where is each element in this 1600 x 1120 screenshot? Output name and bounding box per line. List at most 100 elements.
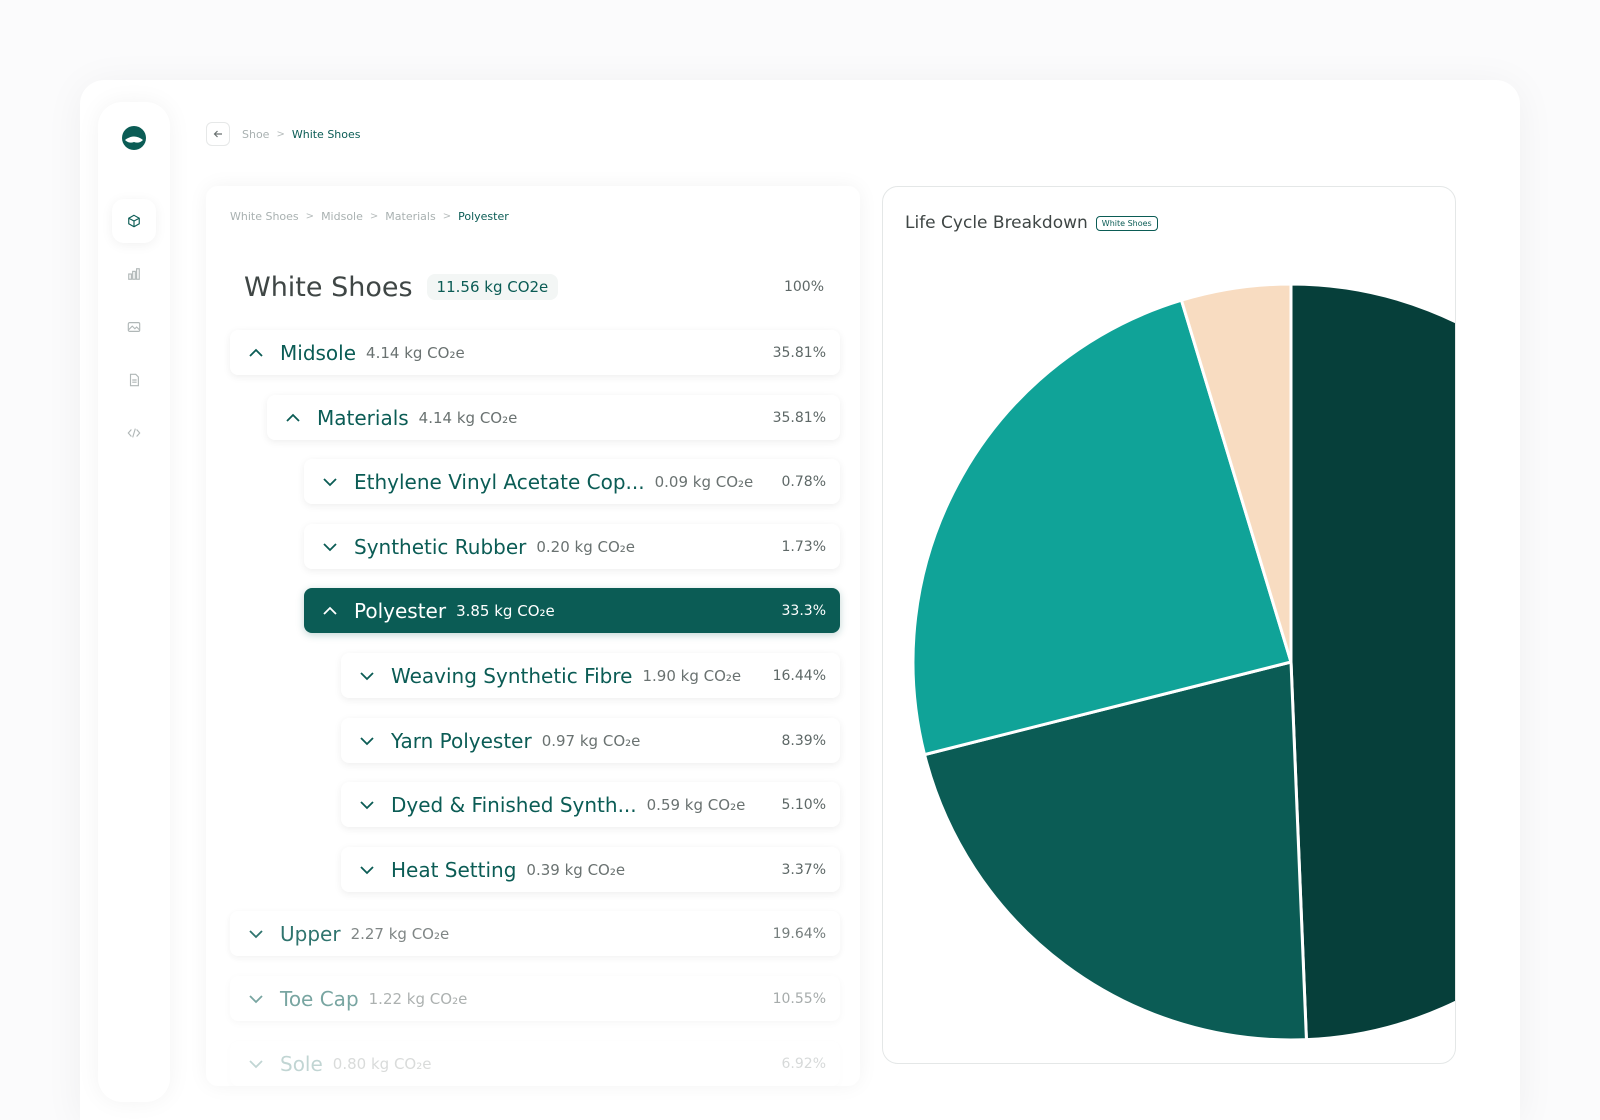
tree-breadcrumb-item[interactable]: Midsole bbox=[321, 210, 363, 223]
breadcrumb-separator: > bbox=[305, 211, 315, 222]
image-icon bbox=[127, 322, 141, 332]
cube-icon bbox=[128, 214, 140, 228]
row-label: Yarn Polyester bbox=[391, 728, 532, 753]
chevron-down-icon[interactable] bbox=[357, 860, 377, 880]
row-percentage: 3.37% bbox=[781, 861, 826, 878]
row-percentage: 6.92% bbox=[781, 1055, 826, 1072]
chevron-down-icon[interactable] bbox=[357, 731, 377, 751]
breadcrumb-item[interactable]: Shoe bbox=[242, 127, 270, 141]
row-emissions: 0.20 kg CO₂e bbox=[536, 537, 636, 556]
row-label: Toe Cap bbox=[280, 986, 359, 1011]
tree-row-midsole[interactable]: Midsole 4.14 kg CO₂e 35.81% bbox=[230, 330, 840, 375]
row-label: Dyed & Finished Synth... bbox=[391, 792, 637, 817]
tree-row-materials[interactable]: Materials 4.14 kg CO₂e 35.81% bbox=[267, 395, 840, 440]
nav-reports[interactable] bbox=[112, 358, 156, 402]
tree-breadcrumb-item[interactable]: White Shoes bbox=[230, 210, 299, 223]
tree-row-upper[interactable]: Upper 2.27 kg CO₂e 19.64% bbox=[230, 911, 840, 956]
row-emissions: 0.97 kg CO₂e bbox=[541, 731, 641, 750]
row-emissions: 0.09 kg CO₂e bbox=[654, 472, 754, 491]
tree-row-yarn-polyester[interactable]: Yarn Polyester 0.97 kg CO₂e 8.39% bbox=[341, 718, 840, 763]
row-label: Weaving Synthetic Fibre bbox=[391, 663, 633, 688]
row-label: Sole bbox=[280, 1051, 323, 1076]
row-percentage: 5.10% bbox=[781, 796, 826, 813]
tree-row-ethylene-vinyl-acetate-cop[interactable]: Ethylene Vinyl Acetate Cop... 0.09 kg CO₂… bbox=[304, 459, 840, 504]
row-label: Ethylene Vinyl Acetate Cop... bbox=[354, 469, 645, 494]
row-percentage: 35.81% bbox=[772, 409, 826, 426]
row-emissions: 1.22 kg CO₂e bbox=[368, 989, 468, 1008]
row-percentage: 8.39% bbox=[781, 732, 826, 749]
tree-row-synthetic-rubber[interactable]: Synthetic Rubber 0.20 kg CO₂e 1.73% bbox=[304, 524, 840, 569]
nav-analytics[interactable] bbox=[112, 252, 156, 296]
chevron-down-icon[interactable] bbox=[246, 1054, 266, 1074]
row-label: Polyester bbox=[354, 598, 447, 623]
product-summary: White Shoes 11.56 kg CO2e 100% bbox=[244, 270, 824, 304]
row-percentage: 0.78% bbox=[781, 473, 826, 490]
chart-product-badge: White Shoes bbox=[1095, 215, 1158, 231]
row-emissions: 0.39 kg CO₂e bbox=[526, 860, 626, 879]
row-emissions: 1.90 kg CO₂e bbox=[642, 666, 742, 685]
tree-breadcrumb: White Shoes > Midsole > Materials > Poly… bbox=[230, 210, 509, 223]
document-icon bbox=[129, 373, 139, 387]
row-label: Synthetic Rubber bbox=[354, 534, 527, 559]
row-percentage: 1.73% bbox=[781, 538, 826, 555]
nav-developer[interactable] bbox=[112, 411, 156, 455]
chart-header: Life Cycle Breakdown White Shoes bbox=[905, 213, 1158, 233]
tree-row-heat-setting[interactable]: Heat Setting 0.39 kg CO₂e 3.37% bbox=[341, 847, 840, 892]
chevron-down-icon[interactable] bbox=[320, 472, 340, 492]
code-icon bbox=[127, 428, 141, 438]
pie-slice-4[interactable] bbox=[1179, 282, 1293, 664]
tree-breadcrumb-current: Polyester bbox=[458, 210, 509, 223]
tree-breadcrumb-item[interactable]: Materials bbox=[385, 210, 436, 223]
nav-images[interactable] bbox=[112, 305, 156, 349]
tree-row-sole[interactable]: Sole 0.80 kg CO₂e 6.92% bbox=[230, 1041, 840, 1086]
row-percentage: 35.81% bbox=[772, 344, 826, 361]
product-title: White Shoes bbox=[244, 271, 413, 303]
breadcrumb-separator: > bbox=[442, 211, 452, 222]
breadcrumb-separator: > bbox=[276, 128, 285, 140]
row-emissions: 0.80 kg CO₂e bbox=[332, 1054, 432, 1073]
arrow-left-icon bbox=[213, 130, 222, 138]
breadcrumb-separator: > bbox=[369, 211, 379, 222]
breadcrumb-current: White Shoes bbox=[291, 127, 361, 141]
pie-slice-1[interactable] bbox=[1289, 282, 1456, 1042]
row-emissions: 4.14 kg CO₂e bbox=[418, 408, 518, 427]
tree-row-dyed-finished-synth[interactable]: Dyed & Finished Synth... 0.59 kg CO₂e 5.10… bbox=[341, 782, 840, 827]
chart-title: Life Cycle Breakdown bbox=[905, 213, 1088, 233]
back-button[interactable] bbox=[206, 122, 230, 146]
chevron-up-icon[interactable] bbox=[320, 601, 340, 621]
total-emissions-badge: 11.56 kg CO2e bbox=[426, 274, 559, 300]
chevron-up-icon[interactable] bbox=[283, 408, 303, 428]
tree-row-weaving-synthetic-fibre[interactable]: Weaving Synthetic Fibre 1.90 kg CO₂e 16.44… bbox=[341, 653, 840, 698]
chevron-down-icon[interactable] bbox=[357, 795, 377, 815]
nav-products[interactable] bbox=[112, 199, 156, 243]
row-emissions: 4.14 kg CO₂e bbox=[366, 343, 465, 362]
pie-slice-2[interactable] bbox=[923, 660, 1308, 1042]
life-cycle-chart-panel: Life Cycle Breakdown White Shoes bbox=[882, 186, 1456, 1064]
chevron-down-icon[interactable] bbox=[246, 989, 266, 1009]
row-percentage: 33.3% bbox=[781, 602, 826, 619]
total-percentage: 100% bbox=[783, 279, 824, 295]
breadcrumb: Shoe > White Shoes bbox=[206, 122, 361, 146]
pie-chart bbox=[911, 282, 1456, 1042]
row-emissions: 0.59 kg CO₂e bbox=[646, 795, 746, 814]
breakdown-tree-panel: White Shoes > Midsole > Materials > Poly… bbox=[206, 186, 860, 1086]
chevron-down-icon[interactable] bbox=[320, 537, 340, 557]
pie-slice-3[interactable] bbox=[911, 298, 1293, 757]
row-percentage: 10.55% bbox=[772, 990, 826, 1007]
row-percentage: 19.64% bbox=[772, 925, 826, 942]
tree-row-polyester[interactable]: Polyester 3.85 kg CO₂e 33.3% bbox=[304, 588, 840, 633]
tree-row-toe-cap[interactable]: Toe Cap 1.22 kg CO₂e 10.55% bbox=[230, 976, 840, 1021]
chevron-up-icon[interactable] bbox=[246, 343, 266, 363]
row-emissions: 2.27 kg CO₂e bbox=[350, 924, 450, 943]
row-percentage: 16.44% bbox=[772, 667, 826, 684]
sidebar bbox=[98, 102, 170, 1102]
logo-icon[interactable] bbox=[120, 124, 148, 152]
row-label: Midsole bbox=[280, 340, 357, 365]
app-window: Shoe > White Shoes White Shoes > Midsole… bbox=[80, 80, 1520, 1120]
chevron-down-icon[interactable] bbox=[357, 666, 377, 686]
row-label: Upper bbox=[280, 921, 341, 946]
row-label: Materials bbox=[317, 405, 409, 430]
chevron-down-icon[interactable] bbox=[246, 924, 266, 944]
row-label: Heat Setting bbox=[391, 857, 517, 882]
row-emissions: 3.85 kg CO₂e bbox=[456, 601, 555, 620]
